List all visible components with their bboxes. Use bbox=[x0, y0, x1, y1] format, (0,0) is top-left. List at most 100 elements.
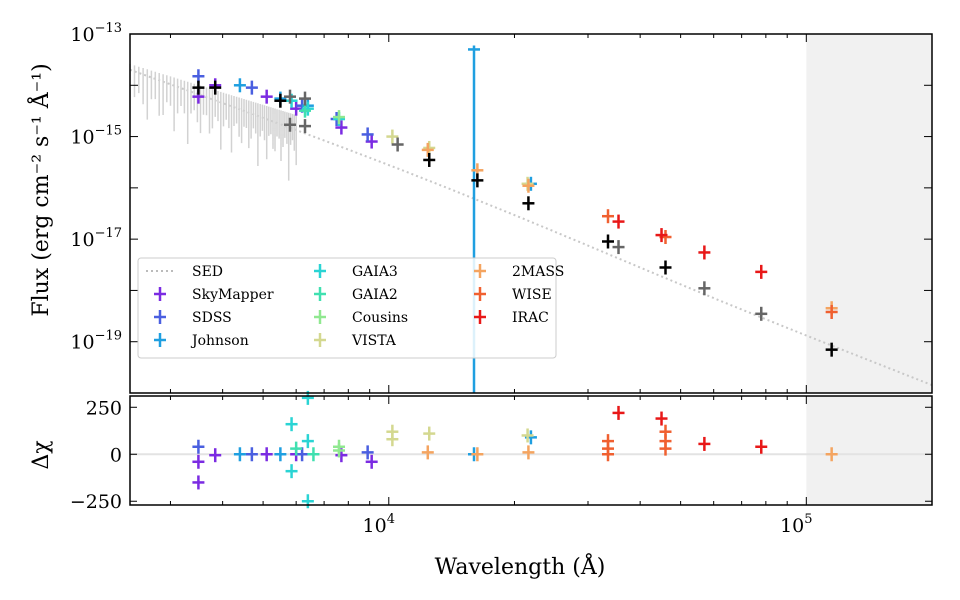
point-sdss-1 bbox=[245, 80, 258, 95]
x-tick-label-4: 104 bbox=[363, 512, 395, 537]
point-irac-3 bbox=[755, 264, 768, 279]
residual-sdss-3 bbox=[361, 445, 374, 460]
point-vista-0 bbox=[386, 129, 399, 144]
residual-irac-1 bbox=[655, 411, 668, 426]
residual-vista-1 bbox=[386, 432, 399, 447]
point-model-alt-2 bbox=[284, 117, 297, 132]
point-model-6 bbox=[602, 234, 615, 249]
residual-vista-3 bbox=[521, 428, 534, 443]
point-model-5 bbox=[522, 196, 535, 211]
point-model-alt-3 bbox=[298, 119, 311, 134]
legend-swatch-6 bbox=[314, 310, 326, 324]
legend-swatch-8 bbox=[474, 264, 486, 278]
y-tick-label-−17: 10−17 bbox=[70, 226, 122, 251]
plot-layer: 10−13 10−15 10−17 10−19 250 0 −250 104 105 SED Sky… bbox=[70, 21, 933, 537]
legend-swatch-10 bbox=[474, 310, 486, 324]
point-irac-0 bbox=[612, 214, 625, 229]
residual-2mass-3 bbox=[825, 447, 838, 462]
point-model-3 bbox=[423, 152, 436, 167]
residual-2mass-1 bbox=[471, 447, 484, 462]
point-model-alt-0 bbox=[284, 89, 297, 104]
residual-gaia3-0 bbox=[285, 417, 298, 432]
point-2mass-2 bbox=[522, 178, 535, 193]
point-johnson-0 bbox=[233, 78, 246, 93]
point-model-0 bbox=[192, 80, 205, 95]
residual-gaia3-1 bbox=[285, 464, 298, 479]
legend-box bbox=[137, 257, 557, 359]
legend-label-gaia3: GAIA3 bbox=[352, 264, 398, 280]
residual-skymapper-0 bbox=[192, 475, 205, 490]
point-cousins-0 bbox=[333, 110, 346, 125]
legend-swatch-2 bbox=[154, 310, 166, 324]
legend-swatch-5 bbox=[314, 287, 326, 301]
legend-label-2mass: 2MASS bbox=[512, 264, 564, 280]
legend-label-johnson: Johnson bbox=[190, 333, 249, 349]
residual-cousins-1 bbox=[333, 443, 346, 458]
frame-sed bbox=[129, 33, 933, 394]
legend-swatch-7 bbox=[314, 333, 326, 347]
point-model-8 bbox=[825, 342, 838, 357]
residual-johnson-1 bbox=[274, 447, 287, 462]
residual-gaia2-0 bbox=[290, 441, 303, 456]
point-skymapper-5 bbox=[365, 134, 378, 149]
point-irac-2 bbox=[698, 245, 711, 260]
residual-skymapper-2 bbox=[209, 448, 222, 463]
point-model-alt-5 bbox=[612, 240, 625, 255]
residual-irac-0 bbox=[612, 405, 625, 420]
point-model-7 bbox=[659, 260, 672, 275]
res-y-tick-label-0: 250 bbox=[86, 397, 122, 419]
point-irac-1 bbox=[655, 228, 668, 243]
point-wise-2 bbox=[825, 304, 838, 319]
y-tick-label-−13: 10−13 bbox=[70, 21, 122, 46]
shaded-region-residuals bbox=[806, 396, 932, 505]
sed-uv-band bbox=[129, 64, 297, 181]
legend-swatch-3 bbox=[154, 333, 166, 347]
residual-irac-2 bbox=[698, 436, 711, 451]
point-model-alt-1 bbox=[298, 91, 311, 106]
res-y-tick-label-2: −250 bbox=[70, 491, 122, 513]
point-model-alt-7 bbox=[755, 306, 768, 321]
legend-swatch-4 bbox=[314, 264, 326, 278]
y-tick-label-−15: 10−15 bbox=[70, 124, 122, 149]
point-model-4 bbox=[471, 173, 484, 188]
point-vista-1 bbox=[423, 140, 436, 155]
point-skymapper-2 bbox=[260, 89, 273, 104]
legend-label-sdss: SDSS bbox=[192, 310, 232, 326]
legend-label-cousins: Cousins bbox=[352, 310, 408, 326]
legend-swatch-1 bbox=[154, 287, 166, 301]
point-gaia2-0 bbox=[298, 103, 311, 118]
residual-2mass-0 bbox=[421, 445, 434, 460]
point-skymapper-4 bbox=[335, 120, 348, 135]
residual-irac-3 bbox=[755, 439, 768, 454]
x-axis-label: Wavelength (Å) bbox=[435, 552, 606, 580]
point-sdss-4 bbox=[361, 127, 374, 142]
point-skymapper-3 bbox=[290, 101, 303, 116]
point-2mass-0 bbox=[421, 142, 434, 157]
residual-skymapper-3 bbox=[260, 447, 273, 462]
residual-sdss-1 bbox=[245, 447, 258, 462]
x-tick-label-5: 105 bbox=[780, 512, 812, 537]
y-tick-label-−19: 10−19 bbox=[70, 329, 122, 354]
legend: SED SkyMapper SDSS Johnson GAIA3 GAIA2 Cousins… bbox=[137, 257, 564, 359]
legend-label-wise: WISE bbox=[512, 287, 552, 303]
legend-label-irac: IRAC bbox=[512, 310, 549, 326]
legend-label-gaia2: GAIA2 bbox=[352, 287, 398, 303]
residual-skymapper-1 bbox=[192, 454, 205, 469]
legend-label-vista: VISTA bbox=[351, 333, 397, 349]
residual-gaia3-4 bbox=[301, 494, 314, 509]
point-model-alt-6 bbox=[698, 281, 711, 296]
residual-johnson-0 bbox=[233, 447, 246, 462]
legend-swatch-9 bbox=[474, 287, 486, 301]
point-model-1 bbox=[209, 80, 222, 95]
legend-label-sed: SED bbox=[192, 264, 223, 280]
residual-gaia2-1 bbox=[307, 447, 320, 462]
frame-residuals bbox=[129, 395, 933, 506]
point-model-2 bbox=[274, 93, 287, 108]
residual-skymapper-6 bbox=[365, 454, 378, 469]
point-gaia3-1 bbox=[301, 101, 314, 116]
residual-gaia3-3 bbox=[301, 434, 314, 449]
legend-label-skymapper: SkyMapper bbox=[192, 287, 274, 303]
shaded-region-sed bbox=[806, 34, 932, 393]
residual-2mass-2 bbox=[522, 445, 535, 460]
